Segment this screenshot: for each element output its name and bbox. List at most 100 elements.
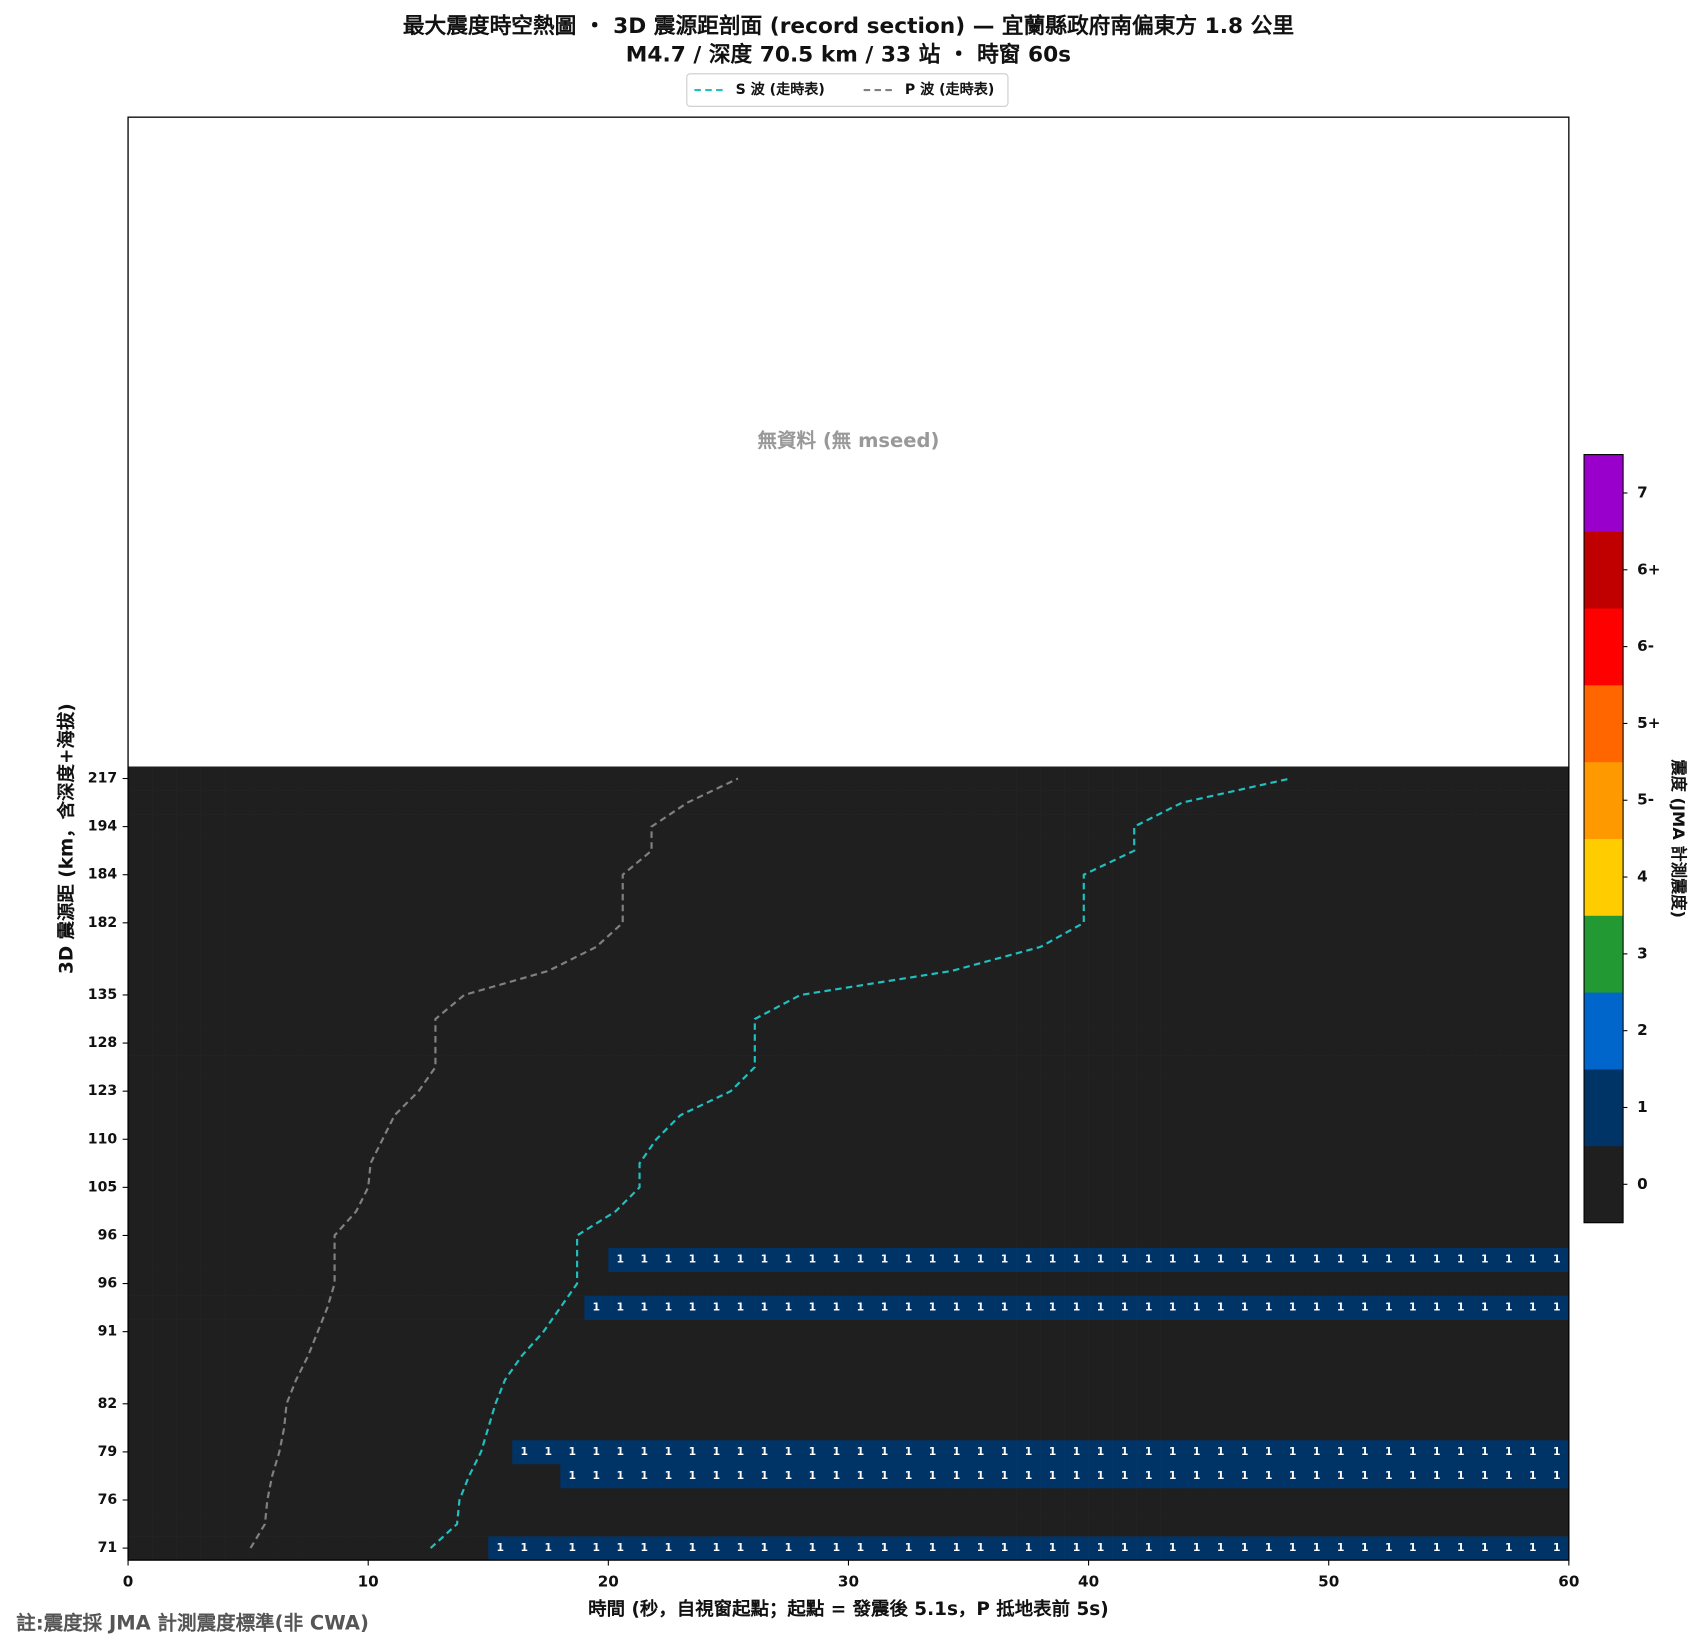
cell-label: 1 [1025,1301,1033,1314]
heatmap-cell [488,790,513,815]
heatmap-cell [872,1199,897,1224]
heatmap-cell [800,1031,825,1056]
heatmap-cell [128,1103,153,1128]
heatmap-cell [1232,1151,1258,1176]
heatmap-cell [224,1127,249,1152]
heatmap-cell [1352,1295,1378,1320]
heatmap-cell [992,766,1017,791]
heatmap-cell [560,1199,585,1224]
heatmap-cell [1496,1055,1522,1080]
heatmap-cell [560,1439,585,1465]
heatmap-cell [1376,1127,1402,1152]
heatmap-cell [200,1391,225,1417]
heatmap-cell [248,1367,273,1393]
heatmap-cell [968,1151,993,1176]
heatmap-cell [272,958,297,984]
heatmap-cell [1400,1151,1426,1176]
heatmap-cell [848,1079,873,1104]
heatmap-cell [848,1536,873,1561]
heatmap-cell [320,910,345,936]
heatmap-cell [824,1151,849,1176]
heatmap-cell [704,1031,729,1056]
heatmap-cell [1160,766,1185,791]
heatmap-cell [608,1055,633,1080]
heatmap-cell [560,1031,585,1056]
heatmap-cell [752,1271,777,1296]
heatmap-cell [776,1271,801,1296]
heatmap-cell [1088,1151,1113,1176]
heatmap-cell [1040,1343,1065,1369]
heatmap-cell [872,1343,897,1369]
heatmap-cell [512,1415,537,1441]
heatmap-cell [320,1055,345,1080]
heatmap-cell [584,1512,609,1537]
heatmap-cell [920,1463,945,1489]
heatmap-cell [1064,1055,1089,1080]
heatmap-cell [896,814,921,839]
heatmap-cell [608,1343,633,1369]
heatmap-cell [488,766,513,791]
heatmap-cell [560,1271,585,1296]
heatmap-cell [488,814,513,839]
x-axis-label: 時間 (秒，自視窗起點；起點 = 發震後 5.1s，P 抵地表前 5s) [588,1598,1109,1620]
cell-label: 1 [1481,1445,1489,1458]
cell-label: 1 [1001,1445,1009,1458]
heatmap-cell [512,1536,537,1561]
heatmap-cell [1328,1151,1354,1176]
heatmap-cell [560,1415,585,1441]
cell-label: 1 [1145,1301,1153,1314]
legend-label: S 波 (走時表) [736,81,825,98]
heatmap-cell [776,1343,801,1369]
heatmap-cell [824,814,849,839]
cell-label: 1 [1457,1253,1465,1266]
heatmap-cell [1136,1031,1161,1056]
heatmap-cell [1520,1247,1546,1272]
heatmap-cell [320,862,345,888]
heatmap-cell [1400,958,1426,984]
heatmap-cell [632,862,657,888]
heatmap-cell [1376,814,1402,839]
heatmap-cell [344,886,369,912]
heatmap-cell [488,1006,513,1032]
heatmap-cell [1064,814,1089,839]
heatmap-cell [680,1415,705,1441]
heatmap-cell [1520,1391,1546,1417]
heatmap-cell [704,1512,729,1537]
heatmap-cell [1208,1367,1233,1393]
heatmap-cell [440,1175,465,1200]
heatmap-cell [536,766,561,791]
heatmap-cell [224,1295,249,1320]
heatmap-cell [1064,1536,1089,1561]
colorbar-tick-label: 4 [1637,868,1648,886]
heatmap-cell [1016,958,1041,984]
heatmap-cell [608,1103,633,1128]
heatmap-cell [1376,886,1402,912]
heatmap-cell [1448,982,1474,1008]
heatmap-cell [896,1391,921,1417]
heatmap-cell [608,1463,633,1489]
heatmap-cell [440,1055,465,1080]
heatmap-cell [1280,1031,1306,1056]
cell-label: 1 [1073,1541,1081,1554]
heatmap-cell [344,958,369,984]
heatmap-cell [728,1295,753,1320]
heatmap-cell [1424,1367,1450,1393]
heatmap-cell [1472,1247,1498,1272]
heatmap-cell [440,910,465,936]
heatmap-cell [584,1463,609,1489]
heatmap-cell [1088,1006,1113,1032]
cell-label: 1 [1313,1301,1321,1314]
cell-label: 1 [761,1253,769,1266]
heatmap-cell [1184,1247,1209,1272]
heatmap-cell [1472,1487,1498,1513]
heatmap-cell [632,1487,657,1513]
heatmap-cell [632,1175,657,1200]
heatmap-cell [464,1199,489,1224]
heatmap-cell [200,1367,225,1393]
heatmap-cell [1064,1367,1089,1393]
heatmap-cell [1544,1199,1570,1224]
heatmap-cell [776,934,801,960]
heatmap-cell [1280,1175,1306,1200]
heatmap-cell [944,1031,969,1056]
heatmap-cell [896,1127,921,1152]
